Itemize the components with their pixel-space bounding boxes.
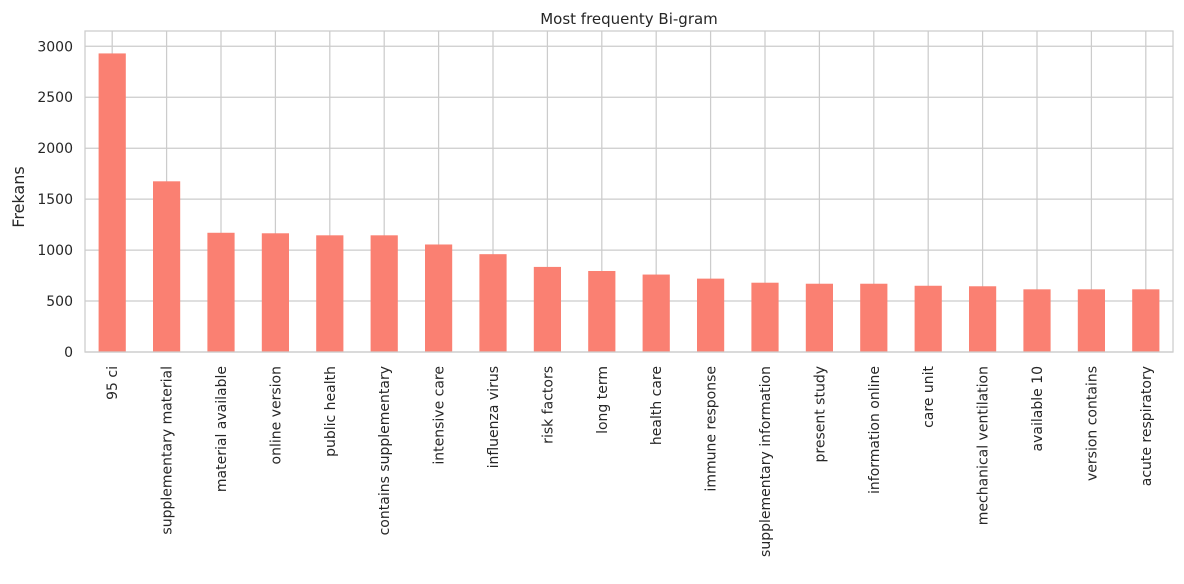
bar-present-study — [805, 283, 833, 352]
y-tick-label: 2500 — [37, 90, 73, 106]
bar-public-health — [316, 235, 344, 352]
x-tick-label: online version — [268, 366, 284, 464]
bar-health-care — [642, 274, 670, 352]
y-tick-label: 500 — [46, 294, 73, 310]
x-tick-label: supplementary information — [758, 366, 774, 557]
x-tick-label: material available — [214, 366, 230, 492]
bar-material-available — [207, 232, 235, 352]
x-tick-labels: 95 ci supplementary material material avai… — [105, 365, 1155, 556]
bar-intensive-care — [425, 244, 453, 352]
x-tick-label: supplementary material — [160, 366, 176, 535]
x-tick-label: version contains — [1084, 366, 1100, 481]
plot-frame — [84, 30, 1174, 353]
bar-care-unit — [914, 285, 942, 352]
x-tick-label: intensive care — [432, 366, 448, 465]
y-tick-label: 3000 — [37, 39, 73, 55]
bar-mechanical-ventilation — [969, 286, 997, 352]
x-tick-label: mechanical ventilation — [976, 366, 992, 525]
x-tick-label: immune response — [704, 366, 720, 492]
x-tick-label: 95 ci — [105, 366, 121, 400]
x-tick-label: long term — [595, 366, 611, 434]
bar-contains-supplementary — [370, 235, 398, 352]
bar-version-contains — [1077, 289, 1105, 352]
bar-95-ci — [98, 53, 126, 353]
bar-online-version — [261, 233, 289, 352]
bar-information-online — [860, 283, 888, 352]
bar-acute-respiratory — [1132, 289, 1160, 352]
x-tick-label: present study — [812, 366, 828, 463]
bar-influenza-virus — [479, 254, 507, 352]
x-tick-label: health care — [649, 366, 665, 445]
x-tick-label: acute respiratory — [1139, 366, 1155, 486]
bar-long-term — [588, 270, 616, 352]
bar-immune-response — [697, 278, 725, 352]
x-tick-label: information online — [867, 366, 883, 494]
x-tick-label: contains supplementary — [377, 366, 393, 535]
bars-group — [98, 53, 1160, 353]
y-tick-labels: 0 500 1000 1500 2000 2500 3000 — [37, 39, 73, 361]
x-tick-label: public health — [323, 366, 339, 457]
bar-supplementary-material — [153, 181, 181, 352]
x-tick-label: available 10 — [1030, 366, 1046, 451]
y-tick-label: 1500 — [37, 192, 73, 208]
bar-available-10 — [1023, 289, 1051, 352]
bar-risk-factors — [533, 266, 561, 352]
grid-lines — [85, 31, 1173, 353]
chart-title: Most frequenty Bi-gram — [540, 10, 718, 28]
x-tick-label: care unit — [921, 365, 937, 427]
y-axis-label: Frekans — [9, 166, 28, 227]
y-tick-label: 1000 — [37, 243, 73, 259]
y-tick-label: 2000 — [37, 141, 73, 157]
bar-supplementary-information — [751, 282, 779, 352]
y-tick-label: 0 — [64, 345, 73, 361]
x-tick-label: risk factors — [540, 366, 556, 444]
x-tick-label: influenza virus — [486, 366, 502, 468]
